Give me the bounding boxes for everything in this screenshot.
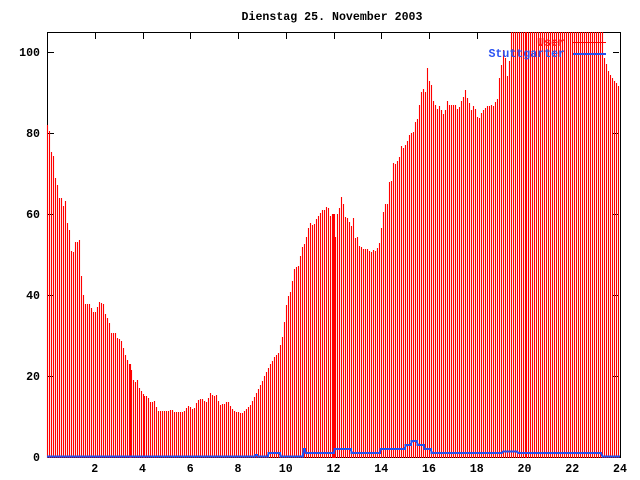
svg-text:60: 60 [26,209,40,222]
svg-text:User: User [537,37,565,50]
svg-text:12: 12 [327,463,341,476]
svg-text:Stuttgarter: Stuttgarter [488,48,565,61]
svg-text:2: 2 [91,463,98,476]
svg-text:16: 16 [422,463,436,476]
svg-text:6: 6 [187,463,194,476]
svg-text:20: 20 [518,463,532,476]
svg-text:80: 80 [26,128,40,141]
svg-text:10: 10 [279,463,293,476]
svg-text:24: 24 [613,463,627,476]
svg-text:Dienstag 25. November 2003: Dienstag 25. November 2003 [242,11,423,24]
svg-text:18: 18 [470,463,484,476]
svg-text:14: 14 [374,463,388,476]
svg-text:0: 0 [33,452,40,465]
svg-text:20: 20 [26,371,40,384]
svg-text:100: 100 [19,47,40,60]
svg-text:8: 8 [235,463,242,476]
svg-text:4: 4 [139,463,146,476]
svg-text:22: 22 [565,463,579,476]
svg-text:40: 40 [26,290,40,303]
